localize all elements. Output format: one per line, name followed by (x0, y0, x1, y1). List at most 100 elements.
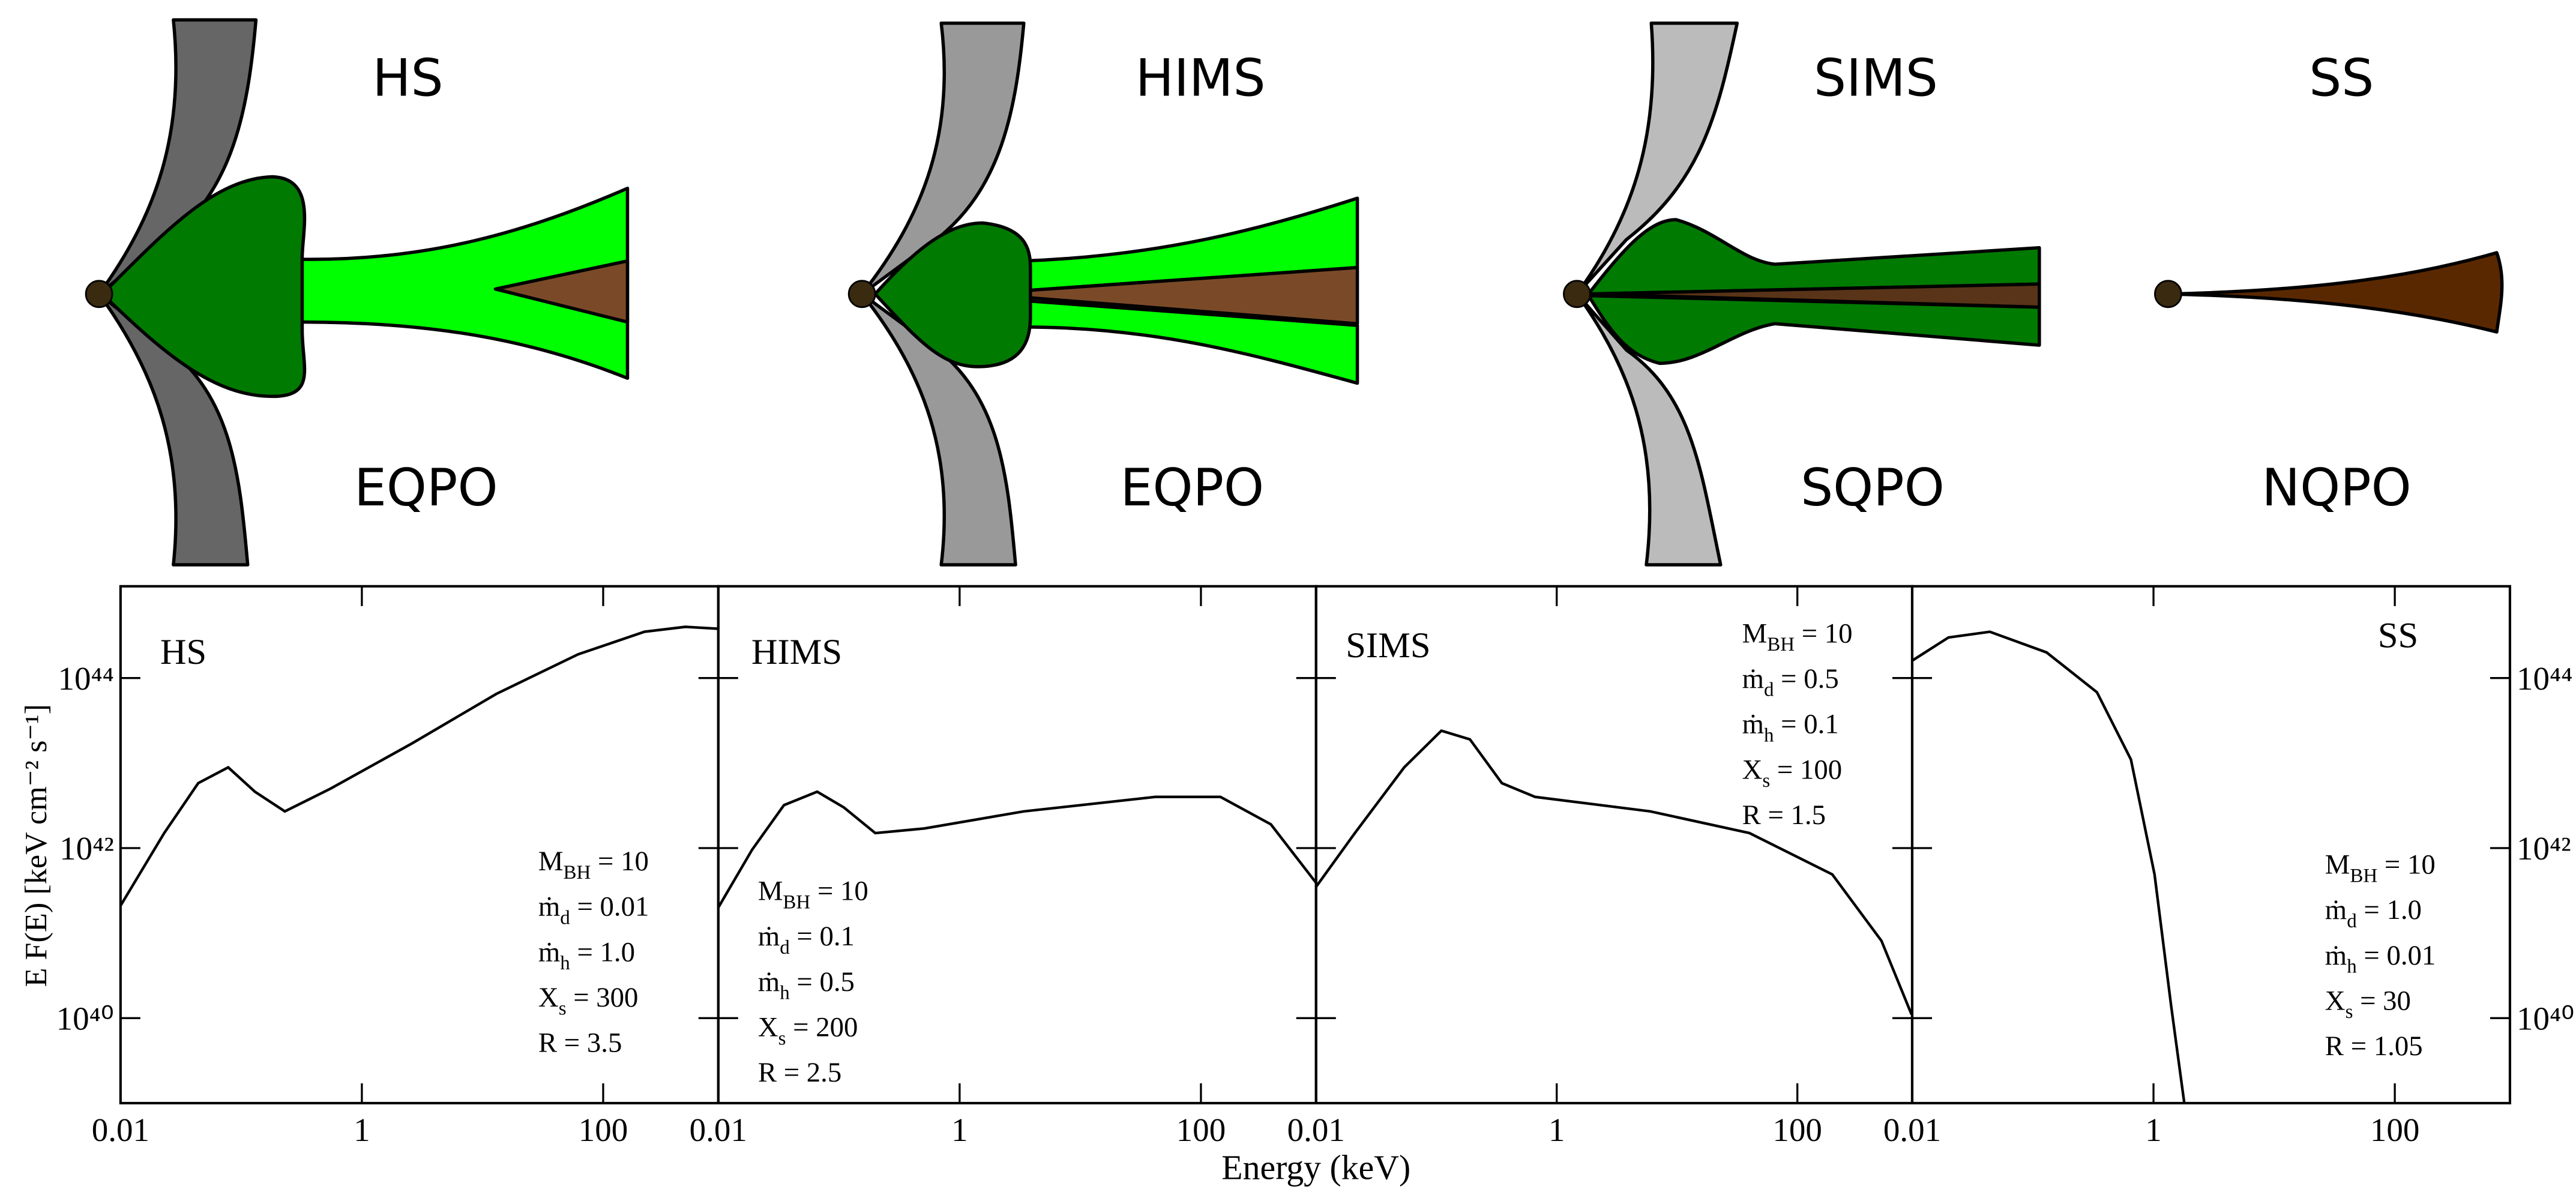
parameter-value: = 1.0 (570, 936, 635, 968)
jet-lower (1575, 292, 1723, 567)
spectrum-line (718, 790, 1316, 909)
diagram-hs: HS EQPO (85, 18, 630, 567)
parameter: Xs = 100 (1742, 754, 1843, 792)
outer-corona (298, 186, 630, 380)
parameter-value: = 0.5 (790, 966, 855, 998)
panel-title: HIMS (751, 632, 842, 672)
spectrum-line (1316, 729, 1912, 1016)
diagram-sims: SIMS SQPO (1563, 21, 2041, 567)
y-axis-label: E F(E) [keV cm⁻² s⁻¹] (19, 704, 53, 987)
parameter-value: = 1.05 (2344, 1031, 2423, 1062)
parameter-subscript: h (2347, 956, 2357, 978)
parameter: MBH = 10 (2325, 849, 2436, 887)
x-tick-label: 0.01 (1883, 1112, 1941, 1148)
parameter: Xs = 300 (538, 982, 639, 1020)
parameter-subscript: BH (783, 891, 810, 913)
parameter: Xs = 200 (758, 1012, 858, 1050)
parameter-subscript: s (1762, 770, 1770, 792)
disk (2166, 251, 2504, 334)
parameter: MBH = 10 (538, 846, 649, 883)
post-shock-region (873, 221, 1032, 369)
parameter-symbol: ṁ (758, 921, 780, 952)
parameter-symbol: M (758, 876, 783, 907)
black-hole (847, 280, 876, 309)
parameter-value: = 10 (810, 876, 868, 907)
parameter-symbol: M (538, 846, 564, 877)
parameter: ṁh = 0.01 (2325, 940, 2436, 978)
parameter-subscript: BH (2350, 865, 2377, 886)
parameter-value: = 30 (2353, 985, 2411, 1016)
parameter-symbol: M (1742, 618, 1768, 649)
post-shock-lower (1586, 293, 2041, 366)
panel-title: HS (160, 632, 206, 672)
parameter: ṁh = 0.1 (1742, 709, 1839, 747)
parameter-symbol: X (1742, 754, 1763, 785)
parameter-subscript: d (1764, 679, 1774, 701)
parameter: R = 3.5 (538, 1028, 622, 1059)
parameter: ṁh = 0.5 (758, 966, 855, 1004)
parameter-value: = 0.1 (1774, 709, 1838, 740)
x-tick-label: 0.01 (690, 1112, 747, 1148)
parameter-value: = 200 (786, 1012, 858, 1043)
parameter-symbol: ṁ (538, 936, 560, 968)
parameter: R = 1.05 (2325, 1031, 2423, 1062)
spectrum-line (1912, 630, 2186, 1103)
parameter-subscript: d (2347, 911, 2357, 932)
parameter-symbol: X (538, 982, 559, 1013)
x-tick-label: 1 (2145, 1112, 2162, 1148)
parameter-value: = 0.1 (790, 921, 855, 952)
qpo-label: NQPO (2262, 459, 2411, 518)
disk (493, 259, 630, 324)
parameter: ṁd = 0.1 (758, 921, 855, 959)
parameter-subscript: s (778, 1028, 786, 1049)
x-axis-label: Energy (keV) (1221, 1149, 1410, 1187)
parameter: ṁd = 0.01 (538, 891, 649, 929)
parameter-symbol: ṁ (1742, 663, 1764, 694)
spectrum-line (120, 625, 718, 907)
y-tick-label: 10⁴⁴ (2517, 660, 2572, 697)
outer-corona-lower (1022, 299, 1359, 385)
state-label: SIMS (1814, 49, 1938, 109)
jet-upper (860, 21, 1026, 296)
panel-title: SS (2378, 616, 2418, 656)
post-shock-region (100, 175, 307, 399)
parameter-value: = 0.01 (2357, 940, 2436, 971)
parameter-subscript: d (560, 907, 570, 929)
plot-frame (1910, 585, 2512, 1105)
parameter-symbol: R (2325, 1031, 2344, 1062)
parameter-symbol: X (2325, 985, 2346, 1016)
parameter-value: = 10 (591, 846, 649, 877)
parameter-value: = 1.5 (1761, 799, 1826, 831)
parameter-subscript: h (1764, 724, 1774, 746)
parameter-symbol: R (538, 1028, 558, 1059)
parameter: R = 1.5 (1742, 799, 1826, 831)
jet-lower (97, 292, 250, 567)
x-tick-label: 1 (951, 1112, 968, 1148)
parameter-value: = 0.5 (1774, 663, 1838, 694)
parameter: Xs = 30 (2325, 985, 2411, 1023)
parameter-value: = 0.01 (570, 891, 649, 923)
parameter-subscript: s (2346, 1001, 2353, 1023)
parameter: R = 2.5 (758, 1057, 841, 1088)
parameter: MBH = 10 (1742, 618, 1853, 655)
black-hole (85, 280, 113, 309)
parameter-subscript: d (780, 937, 790, 959)
x-tick-label: 100 (1772, 1112, 1822, 1148)
qpo-label: EQPO (354, 459, 498, 518)
parameter-value: = 2.5 (777, 1057, 841, 1088)
parameter: ṁd = 0.5 (1742, 663, 1839, 701)
parameter-value: = 10 (2377, 849, 2436, 880)
y-tick-label: 10⁴⁴ (58, 660, 113, 697)
jet-lower (860, 292, 1017, 567)
parameter-subscript: s (559, 998, 567, 1020)
diagram-ss: SS NQPO (2154, 49, 2504, 518)
black-hole (2154, 280, 2182, 309)
state-label: HS (372, 49, 443, 109)
state-label: SS (2309, 49, 2374, 109)
panel-title: SIMS (1346, 625, 1430, 666)
parameter-symbol: ṁ (2325, 940, 2347, 971)
y-tick-label: 10⁴⁰ (2517, 1001, 2574, 1037)
